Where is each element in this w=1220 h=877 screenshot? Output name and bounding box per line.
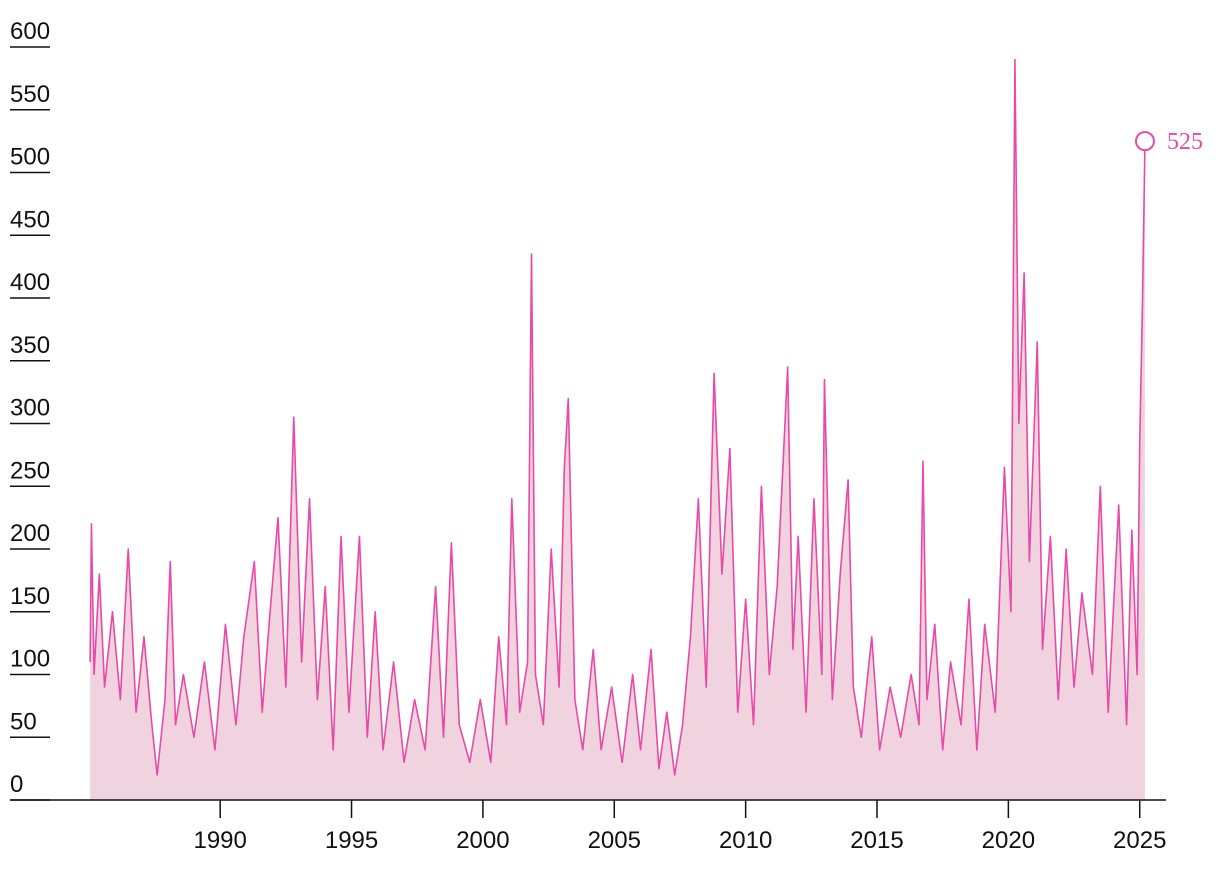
y-tick-label: 100 — [10, 646, 50, 673]
x-tick-label: 2010 — [719, 827, 772, 854]
area — [90, 59, 1145, 801]
x-tick-label: 2020 — [982, 827, 1035, 854]
y-tick-label: 450 — [10, 206, 50, 233]
y-tick-label: 350 — [10, 332, 50, 359]
x-tick-label: 2005 — [588, 827, 641, 854]
x-tick-label: 2025 — [1113, 827, 1166, 854]
y-tick-label: 600 — [10, 18, 50, 45]
x-tick-label: 1995 — [325, 827, 378, 854]
y-tick-label: 250 — [10, 457, 50, 484]
x-tick-label: 1990 — [193, 827, 246, 854]
y-tick-label: 50 — [10, 708, 37, 735]
y-tick-label: 300 — [10, 395, 50, 422]
y-tick-label: 150 — [10, 583, 50, 610]
y-tick-label: 200 — [10, 520, 50, 547]
end-label: 525 — [1167, 129, 1203, 155]
y-tick-label: 500 — [10, 144, 50, 171]
y-tick-label: 400 — [10, 269, 50, 296]
x-tick-label: 2000 — [456, 827, 509, 854]
y-tick-label: 0 — [10, 771, 23, 798]
y-tick-label: 550 — [10, 81, 50, 108]
x-tick-label: 2015 — [850, 827, 903, 854]
line — [89, 58, 1146, 776]
end-marker — [1134, 131, 1155, 152]
